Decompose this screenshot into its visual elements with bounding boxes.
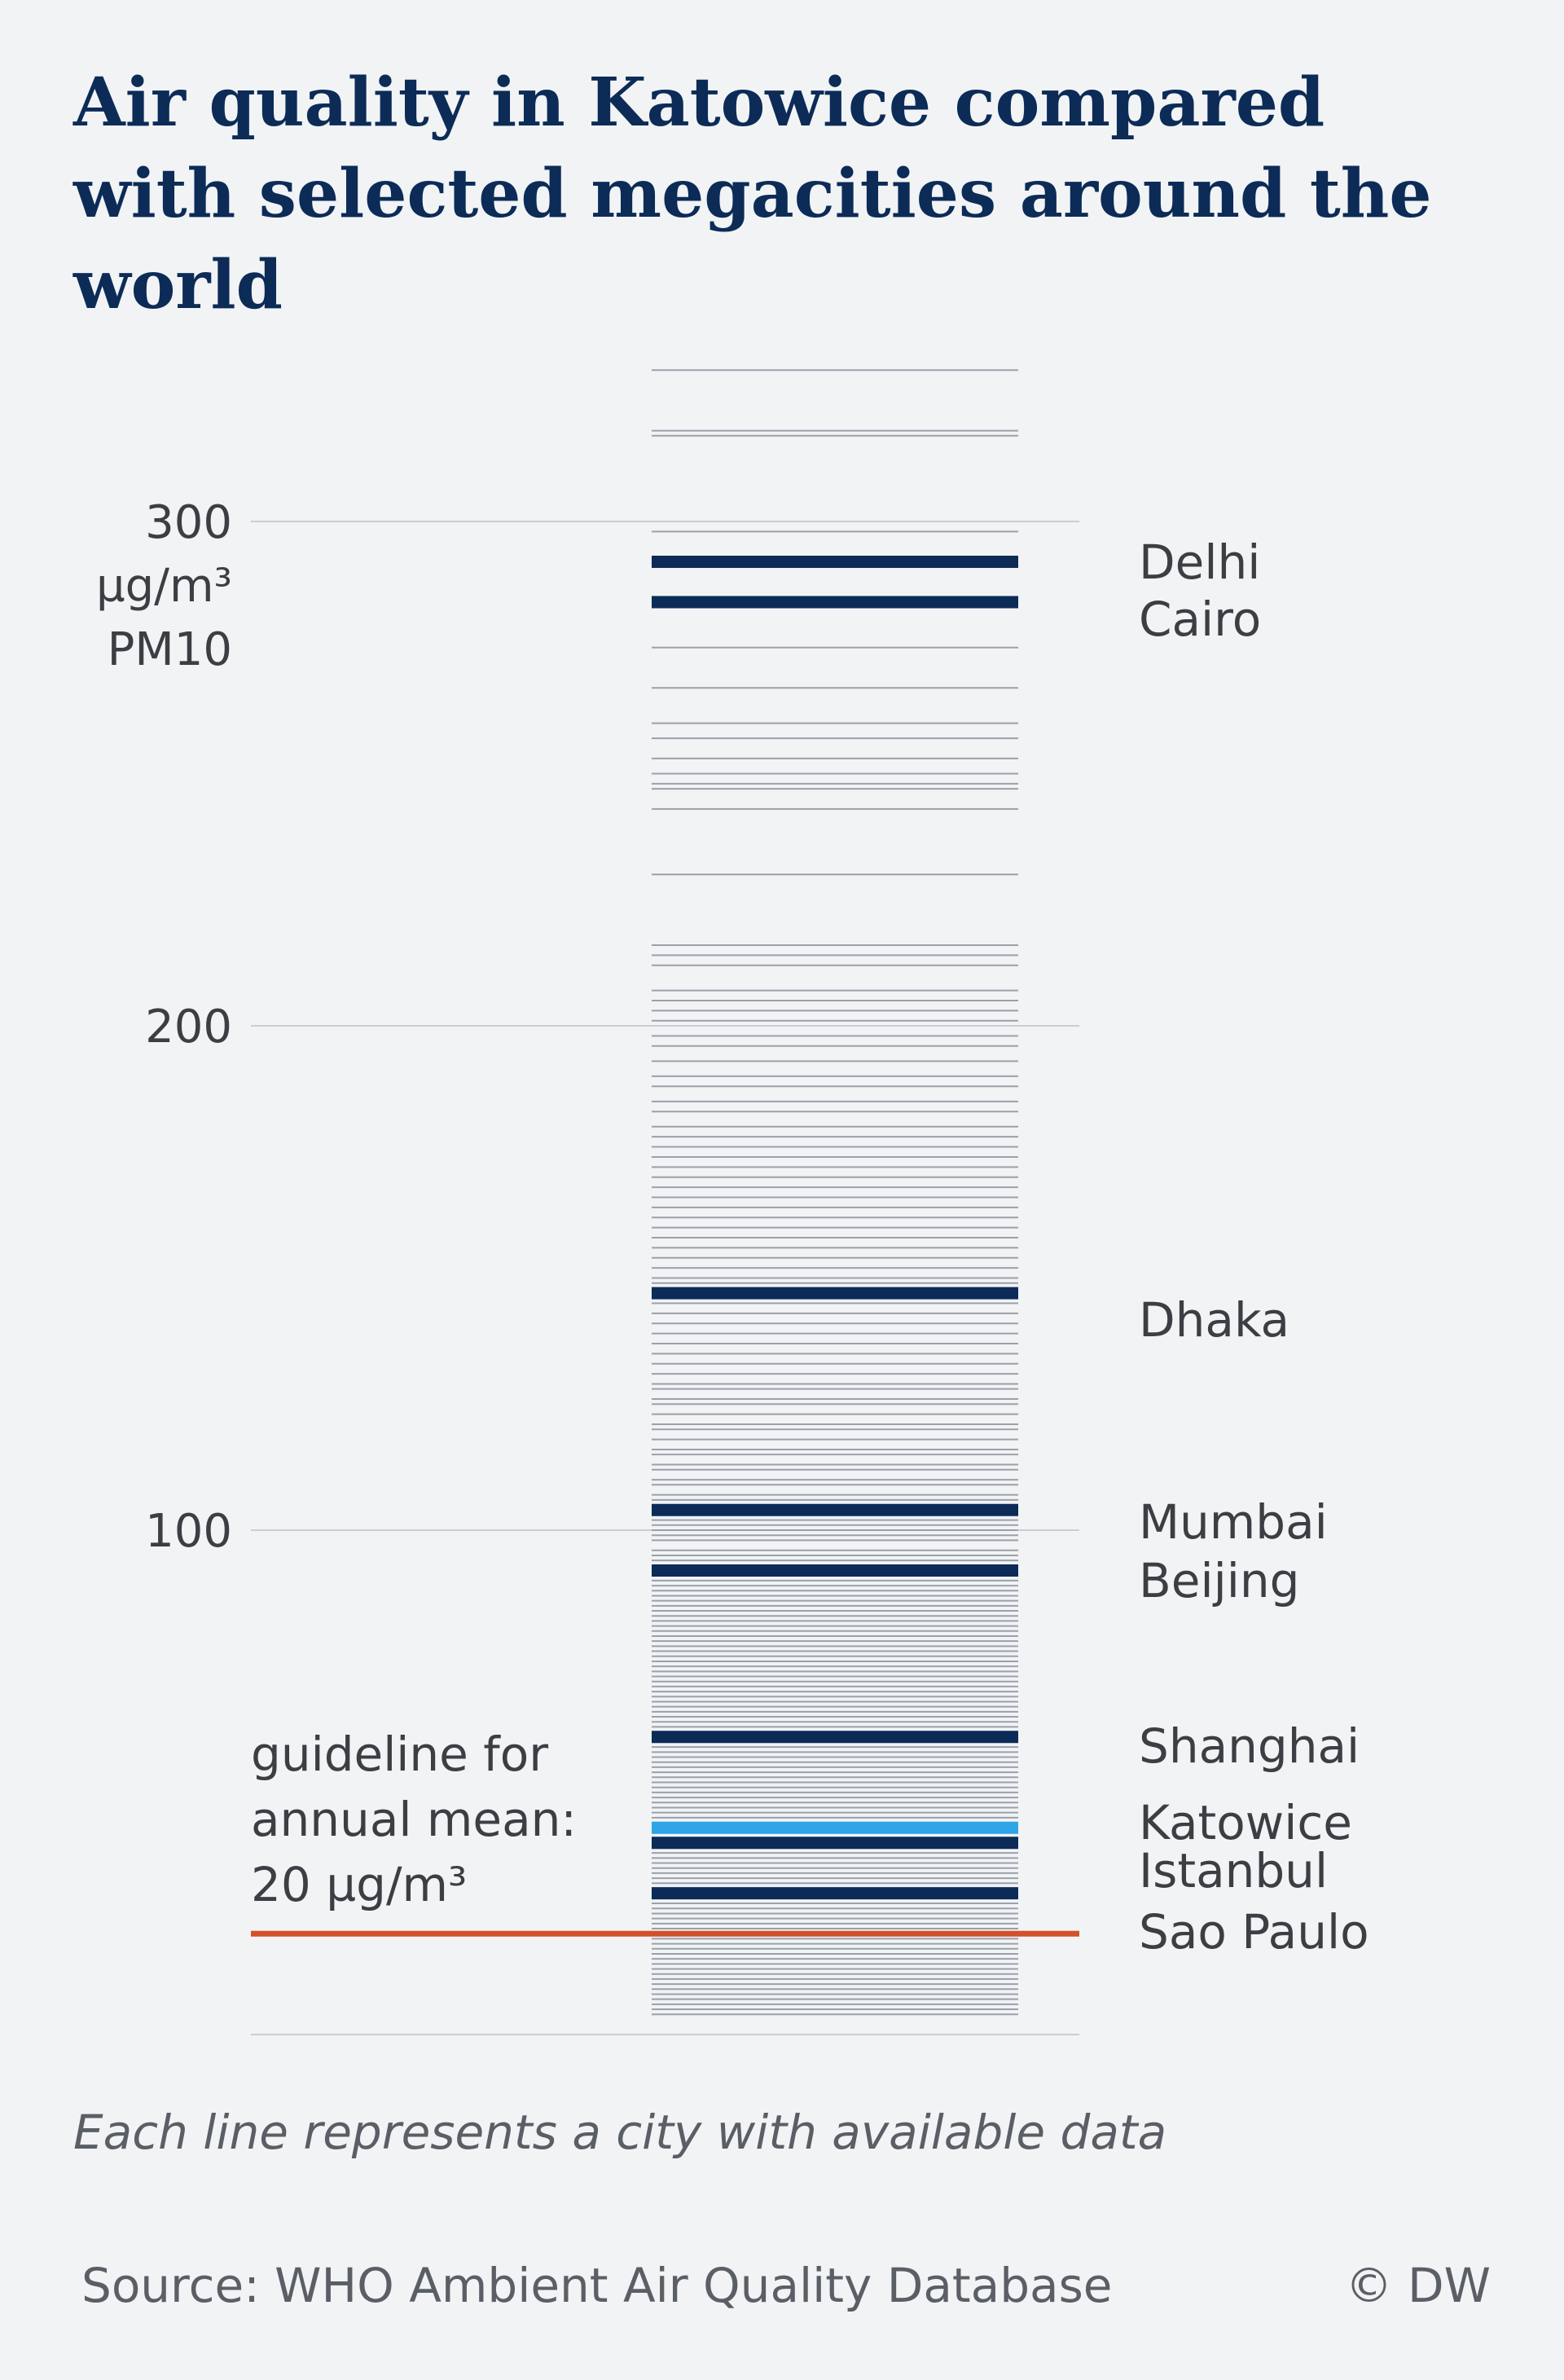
gridlines bbox=[251, 521, 1079, 2035]
city-label-cairo: Cairo bbox=[1139, 592, 1261, 647]
chart-note: Each line represents a city with availab… bbox=[73, 2105, 1167, 2160]
guideline-label: 20 µg/m³ bbox=[251, 1857, 467, 1912]
y-tick-label-200: 200 bbox=[145, 1001, 232, 1054]
city-label-katowice: Katowice bbox=[1139, 1795, 1352, 1850]
source-text: Source: WHO Ambient Air Quality Database bbox=[81, 2258, 1113, 2313]
city-label-sao-paulo: Sao Paulo bbox=[1139, 1904, 1369, 1960]
labels: 100 200 300 µg/m³ PM10 guideline for annual me… bbox=[96, 496, 1369, 1960]
city-label-istanbul: Istanbul bbox=[1139, 1843, 1328, 1898]
y-tick-label-300: 300 bbox=[145, 496, 232, 549]
strip-chart: 100 200 300 µg/m³ PM10 guideline for annual me… bbox=[96, 369, 1369, 2035]
city-label-mumbai: Mumbai bbox=[1139, 1494, 1328, 1550]
city-label-shanghai: Shanghai bbox=[1139, 1718, 1360, 1774]
city-lines bbox=[652, 369, 1018, 2016]
y-unit-label: µg/m³ bbox=[96, 560, 232, 613]
guideline-label: annual mean: bbox=[251, 1792, 577, 1847]
y-unit-label: PM10 bbox=[108, 623, 232, 676]
highlighted-city-lines bbox=[652, 556, 1018, 1900]
city-label-dhaka: Dhaka bbox=[1139, 1292, 1289, 1348]
city-label-delhi: Delhi bbox=[1139, 535, 1260, 590]
credit-text: © DW bbox=[1345, 2258, 1491, 2313]
city-label-beijing: Beijing bbox=[1139, 1553, 1299, 1608]
y-tick-label-100: 100 bbox=[145, 1505, 232, 1558]
guideline-label: guideline for bbox=[251, 1727, 548, 1782]
chart-title: Air quality in Katowice compared with se… bbox=[73, 64, 1432, 324]
